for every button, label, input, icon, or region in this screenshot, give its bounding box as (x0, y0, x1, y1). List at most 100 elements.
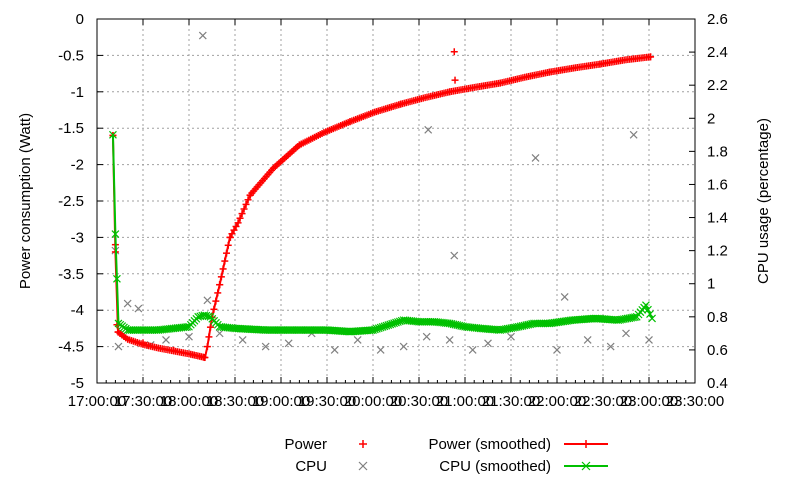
marker-stroke (646, 310, 654, 318)
data-point (531, 154, 540, 162)
marker-stroke (109, 130, 117, 139)
data-point (647, 53, 655, 61)
legend-marker (359, 440, 367, 448)
marker-stroke (347, 327, 356, 336)
x-tick-label: 18:30:00 (206, 393, 264, 410)
y2-tick-label: 2.6 (707, 11, 728, 28)
marker-stroke (330, 345, 339, 354)
data-point (422, 332, 431, 341)
marker-stroke (629, 130, 638, 139)
data-point (232, 222, 240, 230)
y-tick-label: -2.5 (58, 193, 84, 210)
marker-stroke (642, 301, 650, 310)
marker-stroke (200, 311, 209, 320)
x-tick-label: 23:00:00 (620, 393, 678, 410)
data-point (507, 332, 515, 341)
data-point (203, 343, 211, 351)
marker-stroke (261, 342, 270, 351)
data-point (228, 230, 236, 238)
y-axis-label: Power consumption (Watt) (17, 113, 34, 289)
marker-stroke (484, 339, 492, 348)
y-tick-label: -0.5 (58, 47, 84, 64)
y2-tick-label: 1.4 (707, 210, 728, 227)
marker-stroke (507, 332, 515, 341)
marker-stroke (560, 293, 569, 301)
data-point (215, 329, 224, 338)
marker-stroke (422, 332, 431, 341)
data-point (450, 251, 459, 260)
data-point (284, 339, 293, 348)
data-point (244, 196, 252, 204)
y-tick-label: -3.5 (58, 266, 84, 283)
data-point (203, 296, 212, 305)
data-point (399, 342, 408, 351)
marker-stroke (612, 316, 621, 324)
marker-stroke (568, 316, 577, 325)
marker-stroke (204, 312, 213, 321)
marker-stroke (358, 326, 367, 335)
data-point (330, 345, 339, 354)
data-point (234, 219, 242, 227)
data-point (230, 226, 238, 234)
marker-stroke (531, 154, 540, 162)
x-tick-label: 18:00:00 (160, 393, 218, 410)
marker-stroke (356, 327, 365, 335)
data-point (123, 299, 132, 308)
marker-stroke (581, 461, 591, 471)
x-tick-label: 22:30:00 (574, 393, 632, 410)
data-point (212, 297, 220, 305)
marker-stroke (353, 336, 362, 344)
data-point (646, 310, 654, 318)
marker-stroke (645, 336, 653, 344)
y2-tick-label: 1 (707, 276, 715, 293)
x-tick-label: 21:30:00 (482, 393, 540, 410)
x-tick-label: 19:00:00 (252, 393, 310, 410)
data-point (183, 323, 192, 331)
x-tick-label: 22:00:00 (528, 393, 586, 410)
y-tick-label: 0 (76, 11, 84, 28)
data-point (644, 305, 652, 314)
marker-stroke (450, 251, 459, 260)
data-point (451, 76, 459, 84)
marker-stroke (162, 336, 170, 344)
data-point (238, 210, 246, 218)
y-tick-label: -1.5 (58, 120, 84, 137)
legend-marker (582, 440, 590, 448)
y2-tick-label: 1.8 (707, 143, 728, 160)
data-point (642, 301, 650, 310)
y-tick-label: -4 (71, 302, 84, 319)
x-tick-label: 21:00:00 (436, 393, 494, 410)
data-point (236, 214, 244, 222)
data-point (261, 342, 270, 351)
marker-stroke (365, 326, 374, 335)
marker-stroke (575, 315, 584, 324)
marker-stroke (346, 327, 354, 336)
data-point (242, 200, 250, 208)
x-tick-label: 20:30:00 (390, 393, 448, 410)
series-power (109, 48, 655, 362)
data-point (645, 336, 653, 344)
data-point (583, 336, 592, 344)
marker-stroke (580, 315, 589, 324)
data-point (216, 281, 224, 289)
marker-stroke (606, 342, 615, 351)
marker-stroke (571, 315, 580, 324)
legend-label: CPU (295, 458, 327, 475)
marker-stroke (468, 345, 477, 354)
data-point (221, 257, 229, 265)
y2-tick-label: 0.4 (707, 375, 728, 392)
data-point (424, 125, 433, 134)
data-point (376, 345, 385, 354)
marker-stroke (413, 317, 422, 326)
data-point (134, 304, 143, 313)
marker-stroke (123, 299, 132, 308)
marker-stroke (424, 125, 433, 134)
data-point (111, 230, 120, 239)
data-point (201, 354, 209, 362)
marker-stroke (202, 311, 211, 320)
y2-tick-label: 1.2 (707, 243, 728, 260)
marker-stroke (584, 315, 593, 323)
data-point (185, 332, 193, 341)
legend-item: Power (284, 436, 367, 453)
